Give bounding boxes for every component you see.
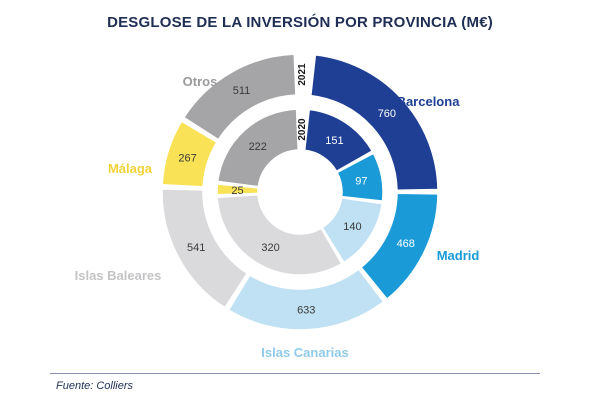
value-label-2020-malaga: 25 bbox=[231, 185, 243, 197]
value-label-2021-barcelona: 760 bbox=[378, 108, 396, 120]
category-label-malaga: Málaga bbox=[108, 161, 153, 176]
slice-2021-malaga bbox=[161, 120, 218, 188]
slice-2020-islas-canarias bbox=[321, 197, 384, 264]
value-label-2021-islas-canarias: 633 bbox=[297, 304, 315, 316]
category-labels: Barcelona Madrid Islas Canarias Islas Balea… bbox=[75, 74, 480, 360]
slice-2021-otros bbox=[182, 53, 297, 141]
outer-ring-2021: 760 468 633 541 267 511 bbox=[161, 53, 439, 331]
value-label-2020-islas-baleares: 320 bbox=[261, 242, 279, 254]
footer-divider bbox=[50, 373, 540, 374]
slice-2020-barcelona bbox=[303, 108, 374, 173]
category-label-islas-baleares: Islas Baleares bbox=[75, 268, 162, 283]
ring-label-2021: 2021 bbox=[297, 63, 308, 86]
category-label-barcelona: Barcelona bbox=[397, 94, 461, 109]
ring-year-labels: 2021 2020 bbox=[297, 63, 308, 141]
slice-2021-islas-canarias bbox=[227, 268, 385, 331]
chart-title: DESGLOSE DE LA INVERSIÓN POR PROVINCIA (… bbox=[107, 14, 493, 31]
slice-2020-islas-baleares bbox=[216, 193, 343, 276]
category-label-madrid: Madrid bbox=[437, 248, 480, 263]
value-label-2021-madrid: 468 bbox=[397, 238, 415, 250]
category-label-islas-canarias: Islas Canarias bbox=[261, 345, 348, 360]
slice-2021-barcelona bbox=[309, 54, 439, 192]
value-label-2020-madrid: 97 bbox=[355, 175, 367, 187]
value-label-2020-otros: 222 bbox=[249, 141, 267, 153]
value-label-2021-islas-baleares: 541 bbox=[187, 242, 205, 254]
slice-2020-madrid bbox=[336, 152, 384, 202]
value-label-2020-barcelona: 151 bbox=[325, 135, 343, 147]
slice-2020-otros bbox=[216, 108, 300, 188]
slice-2021-islas-baleares bbox=[161, 188, 249, 309]
ring-label-2020: 2020 bbox=[297, 118, 308, 141]
slice-2021-madrid bbox=[360, 192, 439, 301]
source-note: Fuente: Colliers bbox=[56, 380, 134, 392]
slice-2020-malaga bbox=[216, 183, 260, 196]
inner-ring-2020: 151 97 140 320 25 222 bbox=[216, 108, 384, 276]
category-label-otros: Otros bbox=[183, 74, 218, 89]
value-label-2021-malaga: 267 bbox=[178, 153, 196, 165]
value-label-2021-otros: 511 bbox=[233, 85, 251, 97]
value-label-2020-islas-canarias: 140 bbox=[343, 221, 361, 233]
